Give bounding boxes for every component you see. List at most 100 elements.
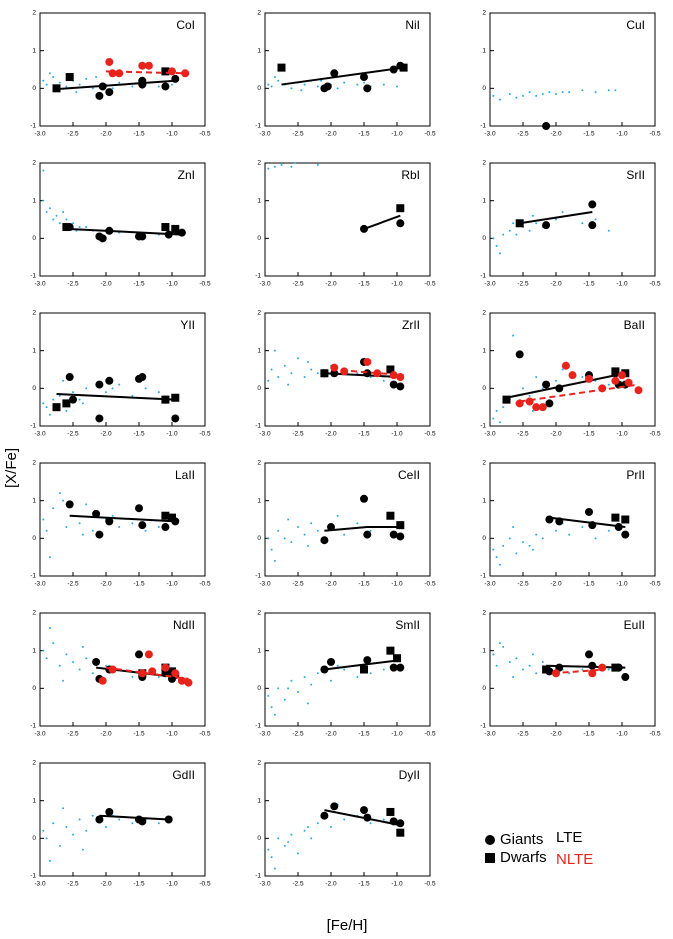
x-tick-label: -1.0 [391,431,403,438]
x-tick-label: -1.5 [583,731,595,738]
y-tick-label: 0 [257,385,261,392]
dwarf-star [502,395,511,404]
y-tick-label: 2 [32,610,36,617]
field-star [81,645,84,648]
y-tick-label: 1 [257,647,261,654]
giant-star [396,819,405,828]
giant-star [144,61,153,70]
x-tick-label: -2.5 [67,431,79,438]
field-star [95,76,98,79]
field-star [330,679,332,682]
panel-title: CuI [626,18,645,32]
field-star [267,83,270,86]
x-tick-label: -3.0 [484,131,496,138]
y-tick-label: -1 [30,873,36,880]
field-star [270,856,273,859]
field-star [316,822,319,825]
giant-star [542,221,551,230]
field-star [382,818,385,821]
x-tick-label: -0.5 [649,131,661,138]
field-star [58,664,61,667]
plot-frame [264,162,431,277]
field-star [535,533,538,536]
field-star [531,653,534,656]
dwarf-star [393,654,401,663]
y-tick-label: -1 [30,123,36,130]
y-tick-label: 1 [257,797,261,804]
field-star [65,409,68,412]
field-star [52,398,55,401]
x-tick-label: -1.5 [133,581,145,588]
field-star [52,822,55,825]
dwarf-star [360,665,368,674]
x-tick-label: -2.5 [292,881,304,888]
panel-title: SmII [395,618,420,632]
field-star [290,541,293,544]
x-tick-label: -3.0 [34,131,46,138]
field-star [528,394,531,397]
x-tick-label: -3.0 [484,731,496,738]
dwarf-star [65,73,74,82]
x-tick-label: -1.5 [358,281,370,288]
giant-star [585,507,593,516]
x-tick-label: -2.5 [67,131,79,138]
field-star [356,676,359,679]
plot-frame [489,312,656,427]
field-star [498,421,501,424]
x-tick-label: -2.5 [292,431,304,438]
giant-star [138,61,147,70]
field-star [72,833,74,836]
x-tick-label: -1.5 [583,281,595,288]
field-star [283,698,286,701]
field-star [498,98,501,101]
panel: -3.0 -2.5 -2.0 -1.5 -1.0 -0.5 -1 0 1 2 DyII [255,760,436,888]
field-star [273,76,276,79]
plot-frame [264,762,431,877]
giant-star [545,515,554,524]
field-star [283,364,286,367]
x-tick-label: -1.5 [358,581,370,588]
field-star [541,537,544,540]
field-star [581,526,584,529]
field-star [42,402,45,405]
dwarf-star [396,521,405,530]
field-star [48,627,51,630]
field-star [541,387,544,390]
field-star [594,218,597,221]
panel: -3.0 -2.5 -2.0 -1.5 -1.0 -0.5 -1 0 1 2 ZnI [30,160,211,288]
field-star [541,660,544,663]
x-tick-label: -0.5 [424,131,436,138]
nlte-fit-line [330,368,404,377]
x-tick-label: -3.0 [34,431,46,438]
field-star [267,694,270,697]
field-star [111,387,114,390]
giant-star [363,656,372,665]
x-tick-label: -0.5 [424,281,436,288]
y-tick-label: 1 [482,197,486,204]
field-star [535,94,538,97]
y-tick-label: 1 [257,497,261,504]
field-star [157,822,160,825]
field-star [502,233,505,236]
giant-star [373,369,382,378]
field-star [356,522,359,525]
field-star [273,349,276,352]
field-star [42,649,45,652]
field-star [78,522,81,525]
field-star [594,537,597,540]
y-tick-label: -1 [30,273,36,280]
y-tick-label: -1 [255,573,261,580]
y-tick-label: 0 [32,535,36,542]
legend-marker [485,835,495,845]
giant-star [171,669,180,678]
y-tick-label: -1 [480,423,486,430]
x-tick-label: -3.0 [484,581,496,588]
dwarf-star [386,511,395,520]
giant-star [360,73,368,82]
field-star [45,657,48,660]
field-star [62,210,65,213]
field-star [48,72,51,75]
field-star [85,387,88,390]
field-star [72,660,74,663]
field-star [280,163,283,166]
